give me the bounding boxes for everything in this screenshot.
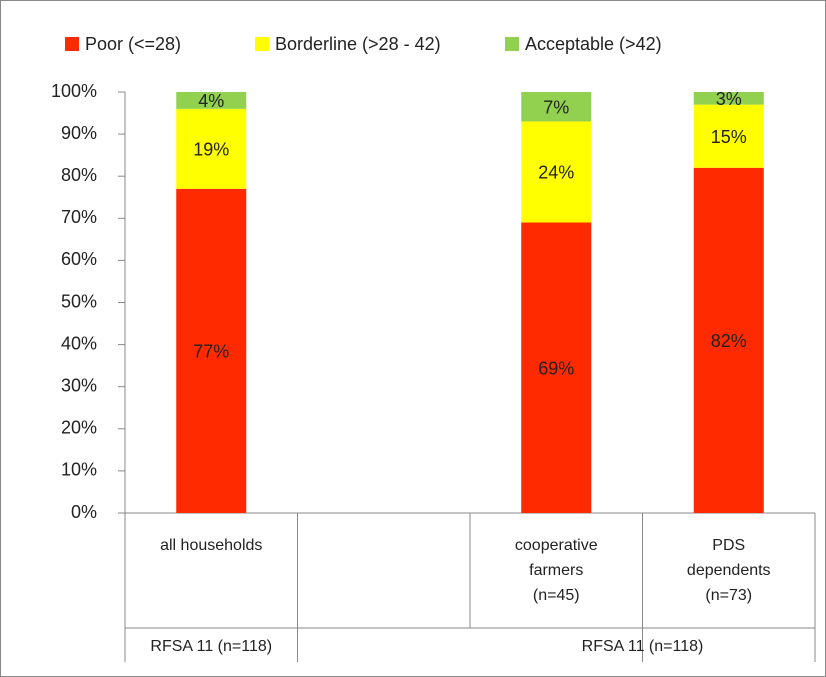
y-tick-label: 60% [61, 249, 97, 269]
y-tick-label: 50% [61, 291, 97, 311]
y-tick-label: 10% [61, 460, 97, 480]
y-tick-label: 20% [61, 418, 97, 438]
legend-label: Acceptable (>42) [525, 34, 662, 54]
legend-swatch [255, 37, 269, 51]
bar-segment [176, 92, 247, 109]
bar-segment [693, 92, 764, 105]
y-tick-label: 80% [61, 165, 97, 185]
bar-segment [176, 188, 247, 513]
y-tick-label: 0% [71, 502, 97, 522]
data-label: 7% [543, 97, 569, 117]
x-tick-label: dependents [687, 562, 771, 579]
y-tick-label: 100% [51, 81, 97, 101]
data-label: 77% [193, 342, 229, 362]
y-tick-label: 70% [61, 207, 97, 227]
group-label: RFSA 11 (n=118) [582, 638, 704, 655]
bar-segment [693, 167, 764, 513]
legend-label: Poor (<=28) [85, 34, 181, 54]
x-tick-label: (n=73) [705, 587, 752, 604]
data-label: 82% [711, 331, 747, 351]
x-tick-label: cooperative [515, 537, 598, 554]
data-label: 69% [538, 359, 574, 379]
y-tick-label: 90% [61, 123, 97, 143]
bar-segment [521, 222, 592, 513]
x-tick-label: farmers [529, 562, 583, 579]
legend-swatch [505, 37, 519, 51]
y-tick-label: 30% [61, 375, 97, 395]
x-tick-label: (n=45) [533, 587, 580, 604]
data-label: 19% [193, 140, 229, 160]
y-tick-label: 40% [61, 333, 97, 353]
bar-segment [693, 104, 764, 168]
data-label: 4% [198, 91, 224, 111]
legend-swatch [65, 37, 79, 51]
x-tick-label: PDS [712, 537, 745, 554]
data-label: 24% [538, 163, 574, 183]
bar-segment [176, 108, 247, 189]
data-label: 3% [716, 89, 742, 109]
bar-segment [521, 92, 592, 122]
x-tick-label: all households [160, 537, 262, 554]
group-label: RFSA 11 (n=118) [150, 638, 272, 655]
legend-label: Borderline (>28 - 42) [275, 34, 441, 54]
bar-segment [521, 121, 592, 223]
data-label: 15% [711, 127, 747, 147]
